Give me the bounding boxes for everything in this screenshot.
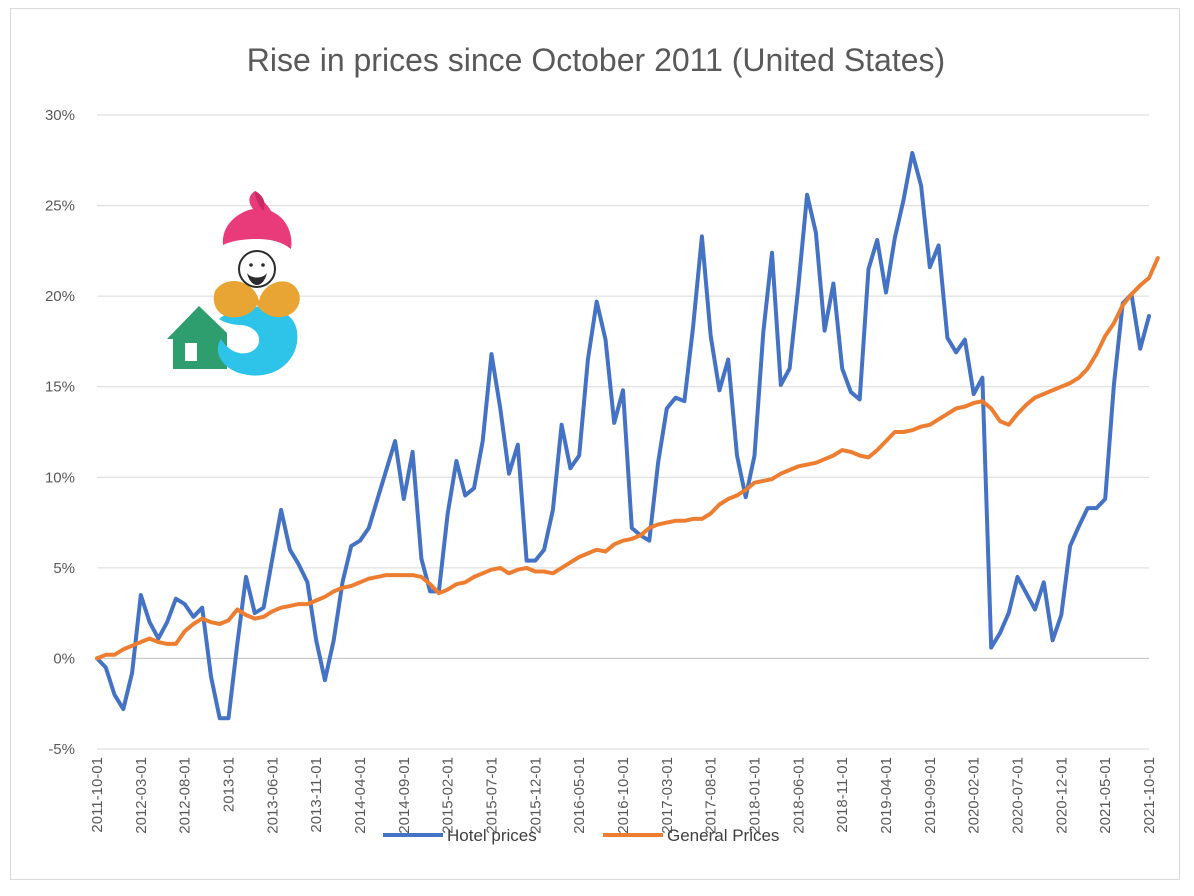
legend-label-general-prices: General Prices	[667, 826, 779, 845]
x-tick-label: 2019-09-01	[922, 757, 939, 834]
y-tick-label: 20%	[45, 288, 75, 305]
x-tick-label: 2018-06-01	[790, 757, 807, 834]
line-chart: Rise in prices since October 2011 (Unite…	[45, 42, 1160, 845]
y-tick-label: 30%	[45, 107, 75, 124]
house-icon	[167, 306, 227, 369]
series-line-hotel-prices	[95, 151, 1151, 721]
x-tick-label: 2012-03-01	[133, 757, 150, 834]
genie-face	[238, 250, 276, 288]
legend: Hotel prices General Prices	[383, 826, 779, 845]
house-door	[185, 343, 197, 361]
x-tick-label: 2013-01	[221, 757, 238, 812]
x-axis-ticks: 2011-10-01 2012-03-01 2012-08-01 2013-01 201…	[89, 757, 1158, 834]
x-tick-label: 2020-12-01	[1053, 757, 1070, 834]
genie-turban	[222, 191, 292, 249]
x-tick-label: 2015-07-01	[484, 757, 501, 834]
chart-title: Rise in prices since October 2011 (Unite…	[247, 42, 945, 78]
x-tick-label: 2018-11-01	[834, 757, 851, 833]
x-tick-label: 2013-06-01	[264, 757, 281, 834]
x-tick-label: 2016-05-01	[571, 757, 588, 834]
y-tick-label: 5%	[53, 560, 75, 577]
chart-frame: Rise in prices since October 2011 (Unite…	[10, 8, 1180, 880]
x-tick-label: 2015-12-01	[527, 757, 544, 834]
x-tick-label: 2021-10-01	[1141, 757, 1158, 834]
y-tick-label: 0%	[53, 650, 75, 667]
x-tick-label: 2014-09-01	[396, 757, 413, 834]
series-lines	[95, 151, 1160, 721]
y-tick-label: -5%	[48, 741, 75, 758]
legend-label-hotel-prices: Hotel prices	[447, 826, 537, 845]
x-tick-label: 2020-07-01	[1010, 757, 1027, 834]
x-tick-label: 2015-02-01	[440, 757, 457, 834]
x-tick-label: 2011-10-01	[89, 757, 106, 833]
x-tick-label: 2016-10-01	[615, 757, 632, 834]
x-tick-label: 2017-08-01	[703, 757, 720, 834]
x-tick-label: 2020-02-01	[966, 757, 983, 834]
x-tick-label: 2013-11-01	[308, 757, 325, 833]
series-line-general-prices	[95, 256, 1160, 661]
x-tick-label: 2018-01-01	[747, 757, 764, 834]
y-tick-label: 10%	[45, 469, 75, 486]
genie-body	[217, 306, 298, 376]
x-tick-label: 2012-08-01	[177, 757, 194, 834]
y-tick-label: 25%	[45, 198, 75, 215]
y-tick-label: 15%	[45, 379, 75, 396]
genie-arms	[213, 280, 300, 318]
x-tick-label: 2021-05-01	[1097, 757, 1114, 834]
x-tick-label: 2017-03-01	[659, 757, 676, 834]
genie-beard	[247, 273, 267, 285]
y-axis-ticks: -5% 0% 5% 10% 15% 20% 25% 30%	[45, 107, 75, 758]
genie-logo	[167, 191, 300, 376]
x-tick-label: 2014-04-01	[352, 757, 369, 834]
x-tick-label: 2019-04-01	[878, 757, 895, 834]
